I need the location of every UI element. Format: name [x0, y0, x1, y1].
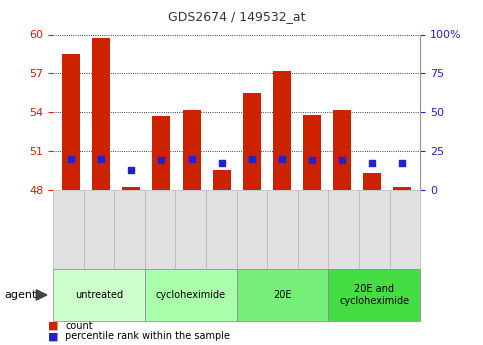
- Point: [278, 156, 285, 161]
- Point: [67, 156, 75, 161]
- Bar: [333, 109, 351, 190]
- Text: untreated: untreated: [75, 290, 123, 300]
- Text: cycloheximide: cycloheximide: [156, 290, 226, 300]
- Bar: [183, 109, 200, 190]
- Text: agent: agent: [5, 290, 37, 300]
- Text: 20E and
cycloheximide: 20E and cycloheximide: [339, 284, 410, 306]
- Text: ■: ■: [48, 332, 59, 341]
- Bar: [363, 173, 381, 190]
- Point: [398, 160, 406, 166]
- Bar: [393, 187, 411, 190]
- Point: [308, 157, 316, 163]
- Bar: [242, 93, 261, 190]
- Bar: [303, 115, 321, 190]
- Bar: [213, 170, 231, 190]
- Text: ■: ■: [48, 321, 59, 331]
- Bar: [122, 187, 141, 190]
- Point: [248, 156, 256, 161]
- Text: GDS2674 / 149532_at: GDS2674 / 149532_at: [168, 10, 305, 23]
- Point: [128, 167, 135, 172]
- Point: [157, 157, 165, 163]
- Text: 20E: 20E: [273, 290, 292, 300]
- Bar: [273, 71, 291, 190]
- Text: percentile rank within the sample: percentile rank within the sample: [65, 332, 230, 341]
- Text: count: count: [65, 321, 93, 331]
- Bar: [153, 116, 170, 190]
- Point: [98, 156, 105, 161]
- Point: [368, 160, 376, 166]
- Point: [188, 156, 196, 161]
- Point: [218, 160, 226, 166]
- Bar: [62, 54, 80, 190]
- Bar: [92, 38, 110, 190]
- Point: [338, 157, 346, 163]
